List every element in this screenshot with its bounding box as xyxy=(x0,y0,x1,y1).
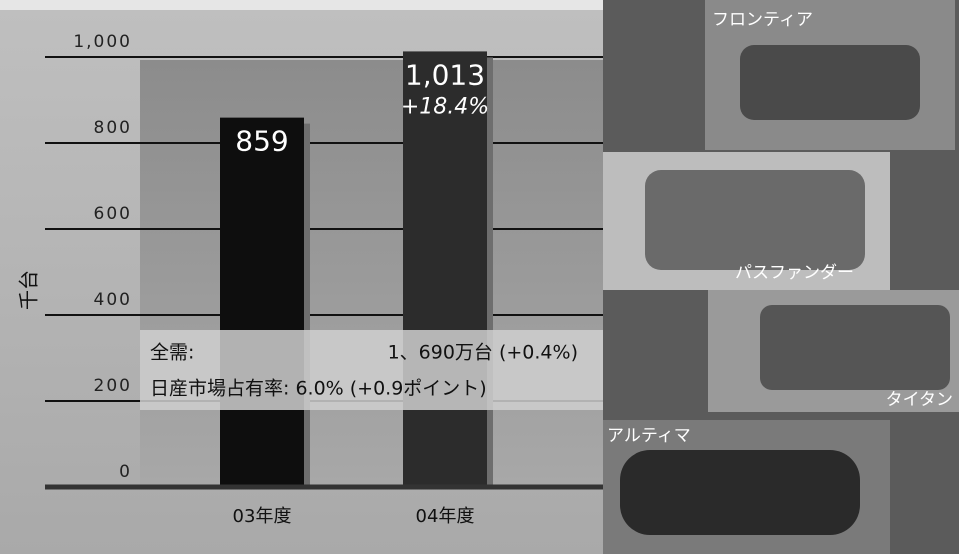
y-axis-label: 千台 xyxy=(17,270,41,310)
info-box xyxy=(140,330,603,410)
value-label: 859 xyxy=(235,125,288,158)
info-text: 全需: xyxy=(150,342,194,364)
bar xyxy=(403,51,487,487)
y-tick-label: 200 xyxy=(94,376,132,396)
photo-caption: アルティマ xyxy=(607,426,691,446)
photo-caption: パスファンダー xyxy=(735,263,854,283)
plot-background xyxy=(140,60,603,487)
car-shape xyxy=(620,450,860,535)
y-tick-label: 800 xyxy=(94,118,132,138)
annotation: +18.4% xyxy=(401,94,489,119)
value-label: 1,013 xyxy=(405,58,485,91)
bar xyxy=(220,117,304,487)
car-shape xyxy=(645,170,865,270)
y-tick-label: 400 xyxy=(94,290,132,310)
x-tick-label: 03年度 xyxy=(233,506,292,527)
x-tick-label: 04年度 xyxy=(416,506,475,527)
photo-caption: フロンティア xyxy=(712,10,813,30)
info-text: 日産市場占有率: 6.0% (+0.9ポイント) xyxy=(150,378,487,400)
photo-column xyxy=(603,0,959,554)
photo-caption: タイタン xyxy=(886,390,953,410)
car-shape xyxy=(760,305,950,390)
y-tick-label: 1,000 xyxy=(73,32,132,52)
info-text: 1、690万台 (+0.4%) xyxy=(388,342,578,364)
car-shape xyxy=(740,45,920,120)
y-tick-label: 600 xyxy=(94,204,132,224)
y-tick-label: 0 xyxy=(119,462,132,482)
